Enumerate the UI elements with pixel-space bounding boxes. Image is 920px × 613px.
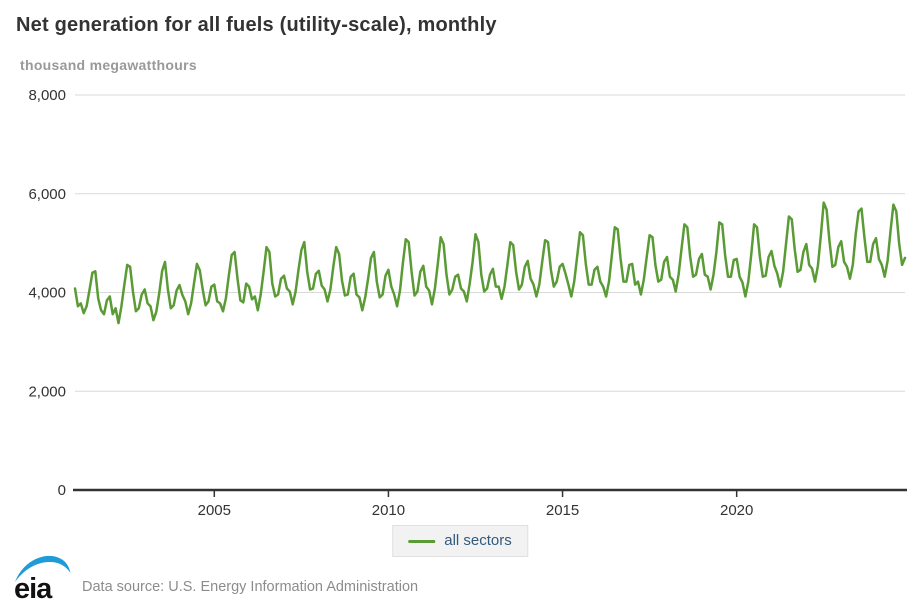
x-axis-tick-label: 2020 — [720, 502, 753, 519]
page-title: Net generation for all fuels (utility-sc… — [16, 14, 497, 36]
net-generation-line-chart[interactable]: 0 2,000 4,000 6,000 8,000 2005 2010 2015 2020 — [0, 85, 920, 530]
x-axis-tick-label: 2015 — [546, 502, 579, 519]
legend-line-swatch — [408, 539, 436, 543]
data-source-text: Data source: U.S. Energy Information Adm… — [82, 579, 419, 595]
legend-item-all-sectors[interactable]: all sectors — [392, 525, 528, 557]
y-axis-tick-label: 0 — [58, 482, 66, 499]
eia-logo-swoosh-icon — [15, 555, 71, 582]
axes — [73, 488, 907, 497]
eia-logo-text: eia — [14, 573, 53, 603]
x-axis-tick-label: 2005 — [198, 502, 231, 519]
legend-label: all sectors — [444, 532, 512, 549]
axis-labels: 0 2,000 4,000 6,000 8,000 2005 2010 2015 2020 — [28, 87, 753, 519]
series-all-sectors-line — [73, 201, 907, 325]
x-axis-tick-label: 2010 — [372, 502, 405, 519]
data-series — [73, 201, 907, 325]
y-axis-tick-label: 4,000 — [28, 285, 66, 302]
eia-logo[interactable]: eia — [13, 553, 73, 603]
gridlines — [75, 94, 905, 392]
y-axis-tick-label: 6,000 — [28, 186, 66, 203]
y-axis-tick-label: 2,000 — [28, 383, 66, 400]
y-axis-unit-label: thousand megawatthours — [20, 57, 197, 73]
y-axis-tick-label: 8,000 — [28, 87, 66, 104]
